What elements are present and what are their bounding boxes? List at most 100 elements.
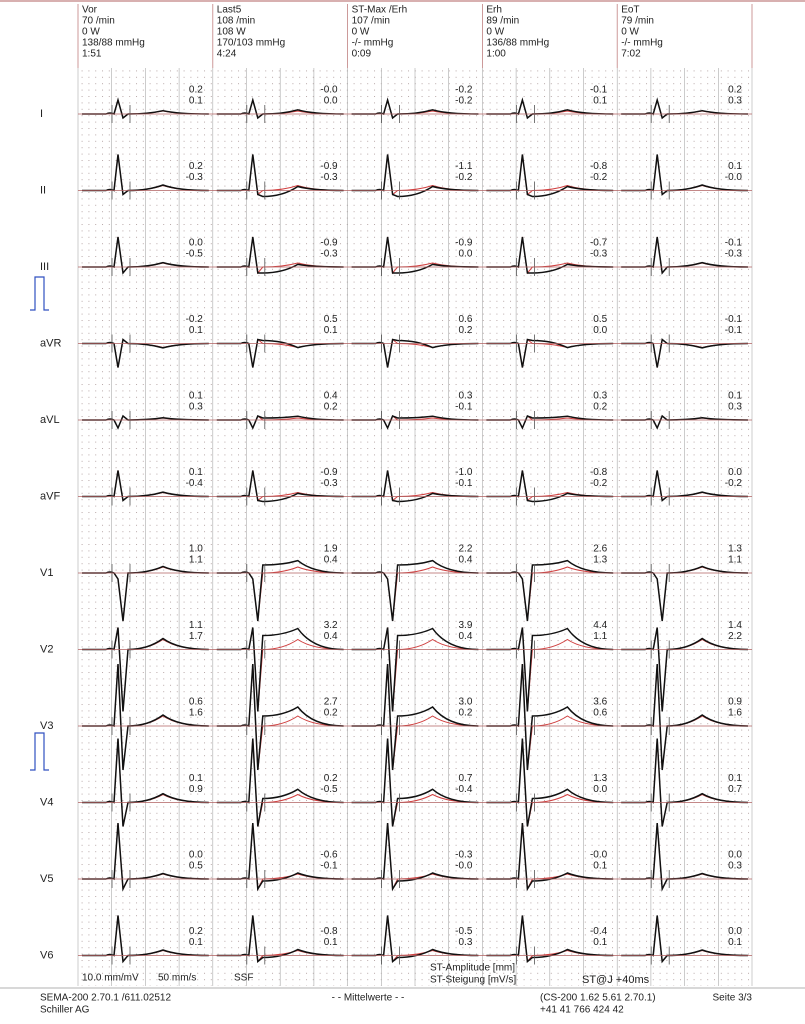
trace-current bbox=[82, 663, 209, 771]
st-value: 0.1 bbox=[189, 391, 203, 402]
st-value: 1.4 bbox=[728, 620, 742, 631]
st-value: 3.6 bbox=[593, 697, 607, 708]
st-value: -0.8 bbox=[590, 467, 608, 478]
lead-label: aVR bbox=[40, 337, 61, 349]
calibration-pulse bbox=[30, 276, 49, 311]
st-value: 0.3 bbox=[458, 391, 472, 402]
st-value: 0.0 bbox=[728, 850, 742, 861]
trace-current bbox=[351, 738, 479, 827]
st-value: -0.5 bbox=[186, 249, 204, 260]
column-title: EoT bbox=[621, 5, 639, 16]
st-value: -1.1 bbox=[455, 161, 473, 172]
trace-current bbox=[216, 236, 344, 274]
column-info: 70 /min bbox=[82, 16, 115, 27]
st-value: -0.2 bbox=[455, 172, 473, 183]
filter-label: SSF bbox=[234, 973, 253, 984]
st-value: 0.1 bbox=[189, 773, 203, 784]
column-info: 1:51 bbox=[82, 49, 102, 60]
trace-current bbox=[486, 236, 614, 274]
st-value: 0.6 bbox=[593, 708, 607, 719]
column-title: Erh bbox=[486, 5, 502, 16]
st-value: 0.2 bbox=[458, 708, 472, 719]
st-value: -0.4 bbox=[186, 478, 204, 489]
st-value: 3.9 bbox=[458, 620, 472, 631]
st-value: 0.1 bbox=[728, 937, 742, 948]
st-value: 1.1 bbox=[593, 631, 607, 642]
st-value: -0.1 bbox=[725, 314, 743, 325]
st-value: 0.0 bbox=[728, 926, 742, 937]
st-value: 4.4 bbox=[593, 620, 607, 631]
st-value: 0.2 bbox=[458, 325, 472, 336]
st-value: 1.6 bbox=[189, 708, 203, 719]
column-title: Vor bbox=[82, 5, 98, 16]
st-value: 0.1 bbox=[189, 96, 203, 107]
legend-amplitude: ST-Amplitude [mm] bbox=[430, 963, 515, 974]
st-value: -0.5 bbox=[455, 926, 473, 937]
lead-label: I bbox=[40, 108, 43, 120]
st-value: 0.3 bbox=[458, 937, 472, 948]
st-value: -0.1 bbox=[725, 325, 743, 336]
trace-current bbox=[486, 627, 614, 712]
column-info: 136/88 mmHg bbox=[486, 38, 549, 49]
st-value: 0.4 bbox=[324, 555, 338, 566]
st-value: 0.0 bbox=[728, 467, 742, 478]
st-value: 0.1 bbox=[593, 96, 607, 107]
st-value: 3.0 bbox=[458, 697, 472, 708]
lead-label: V4 bbox=[40, 796, 53, 808]
trace-current bbox=[351, 915, 479, 963]
trace-current bbox=[351, 822, 479, 892]
lead-label: V2 bbox=[40, 643, 53, 655]
lead-label: V5 bbox=[40, 873, 53, 885]
trace-current bbox=[486, 738, 614, 827]
st-value: 0.1 bbox=[593, 861, 607, 872]
st-value: 0.1 bbox=[593, 937, 607, 948]
st-value: 0.5 bbox=[593, 314, 607, 325]
column-title: Last5 bbox=[217, 5, 242, 16]
trace-current bbox=[486, 338, 614, 368]
trace-current bbox=[351, 663, 479, 771]
trace-current bbox=[216, 415, 344, 430]
st-value: -0.9 bbox=[320, 467, 338, 478]
footer-phone: +41 41 766 424 42 bbox=[540, 1005, 624, 1016]
trace-current bbox=[486, 154, 614, 198]
st-value: 0.2 bbox=[189, 926, 203, 937]
lead-label: III bbox=[40, 261, 49, 273]
column-info: 4:24 bbox=[217, 49, 237, 60]
st-value: 0.0 bbox=[593, 325, 607, 336]
column-info: 138/88 mmHg bbox=[82, 38, 145, 49]
trace-current bbox=[216, 559, 344, 622]
trace-current bbox=[621, 663, 749, 771]
trace-current bbox=[216, 470, 344, 503]
st-value: -0.9 bbox=[320, 238, 338, 249]
trace-current bbox=[216, 338, 344, 368]
footer-page: Seite 3/3 bbox=[713, 993, 753, 1004]
footer-center: - - Mittelwerte - - bbox=[332, 993, 405, 1004]
st-value: 0.7 bbox=[728, 784, 742, 795]
st-value: 0.1 bbox=[324, 325, 338, 336]
st-value: 0.1 bbox=[189, 325, 203, 336]
st-value: 1.1 bbox=[189, 555, 203, 566]
trace-current bbox=[486, 470, 614, 503]
st-value: -0.2 bbox=[590, 172, 608, 183]
lead-label: V6 bbox=[40, 949, 53, 961]
st-value: 0.3 bbox=[593, 391, 607, 402]
st-value: 2.2 bbox=[458, 544, 472, 555]
st-value: 0.1 bbox=[324, 937, 338, 948]
st-value: -0.3 bbox=[320, 249, 338, 260]
st-value: -0.1 bbox=[320, 861, 338, 872]
st-value: -0.4 bbox=[590, 926, 608, 937]
st-value: 0.0 bbox=[324, 96, 338, 107]
column-info: 79 /min bbox=[621, 16, 654, 27]
trace-current bbox=[216, 663, 344, 771]
lead-label: aVF bbox=[40, 490, 60, 502]
st-value: 0.0 bbox=[189, 850, 203, 861]
column-info: 108 /min bbox=[217, 16, 255, 27]
st-value: -0.4 bbox=[455, 784, 473, 795]
st-value: -0.0 bbox=[455, 861, 473, 872]
column-title: ST-Max /Erh bbox=[352, 5, 408, 16]
st-value: 0.0 bbox=[458, 249, 472, 260]
st-value: -0.2 bbox=[725, 478, 743, 489]
st-value: 0.4 bbox=[458, 555, 472, 566]
st-value: -0.9 bbox=[455, 238, 473, 249]
st-value: 3.2 bbox=[324, 620, 338, 631]
